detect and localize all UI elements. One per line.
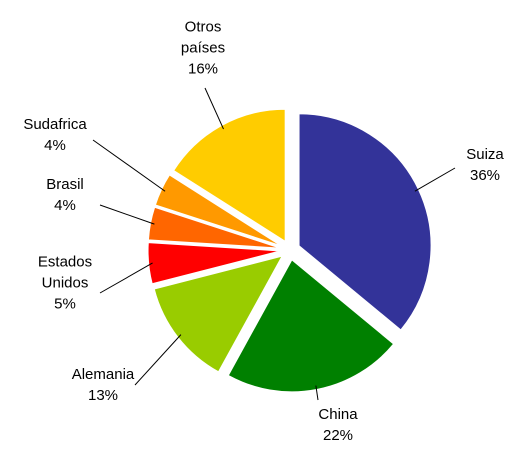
value-label: 13%: [87, 387, 119, 404]
value-label: 36%: [469, 167, 501, 184]
leader-line: [315, 385, 319, 401]
pie-slice: [153, 255, 284, 373]
slice-label: China 22%: [301, 404, 375, 446]
slice-label: Brasil 4%: [28, 174, 102, 216]
leader-line: [99, 204, 155, 225]
pie-slice: [147, 242, 281, 285]
category-name: Alemania: [71, 366, 135, 383]
leader-line: [134, 334, 182, 386]
value-label: 16%: [187, 60, 219, 78]
leader-line: [92, 139, 166, 192]
slice-label: Suiza 36%: [448, 144, 507, 186]
pie-slice: [154, 174, 282, 247]
category-name: Suiza: [466, 146, 504, 163]
leader-line: [99, 262, 153, 294]
leader-line: [414, 167, 456, 192]
category-name: Otros países: [180, 18, 226, 57]
category-name: Brasil: [46, 176, 84, 193]
pie-slice: [147, 206, 281, 249]
value-label: 5%: [54, 295, 76, 313]
leader-line: [204, 87, 224, 130]
slice-label: Otros países 16%: [166, 17, 240, 80]
slice-label: Sudafrica 4%: [18, 114, 92, 156]
slice-label: Alemania 13%: [66, 364, 140, 406]
value-label: 4%: [44, 137, 66, 154]
category-name: Estados Unidos: [37, 253, 93, 292]
category-name: China: [318, 406, 358, 423]
slice-label: Estados Unidos 5%: [28, 252, 102, 315]
value-label: 4%: [54, 197, 76, 214]
value-label: 22%: [322, 427, 354, 444]
category-name: Sudafrica: [23, 116, 87, 133]
